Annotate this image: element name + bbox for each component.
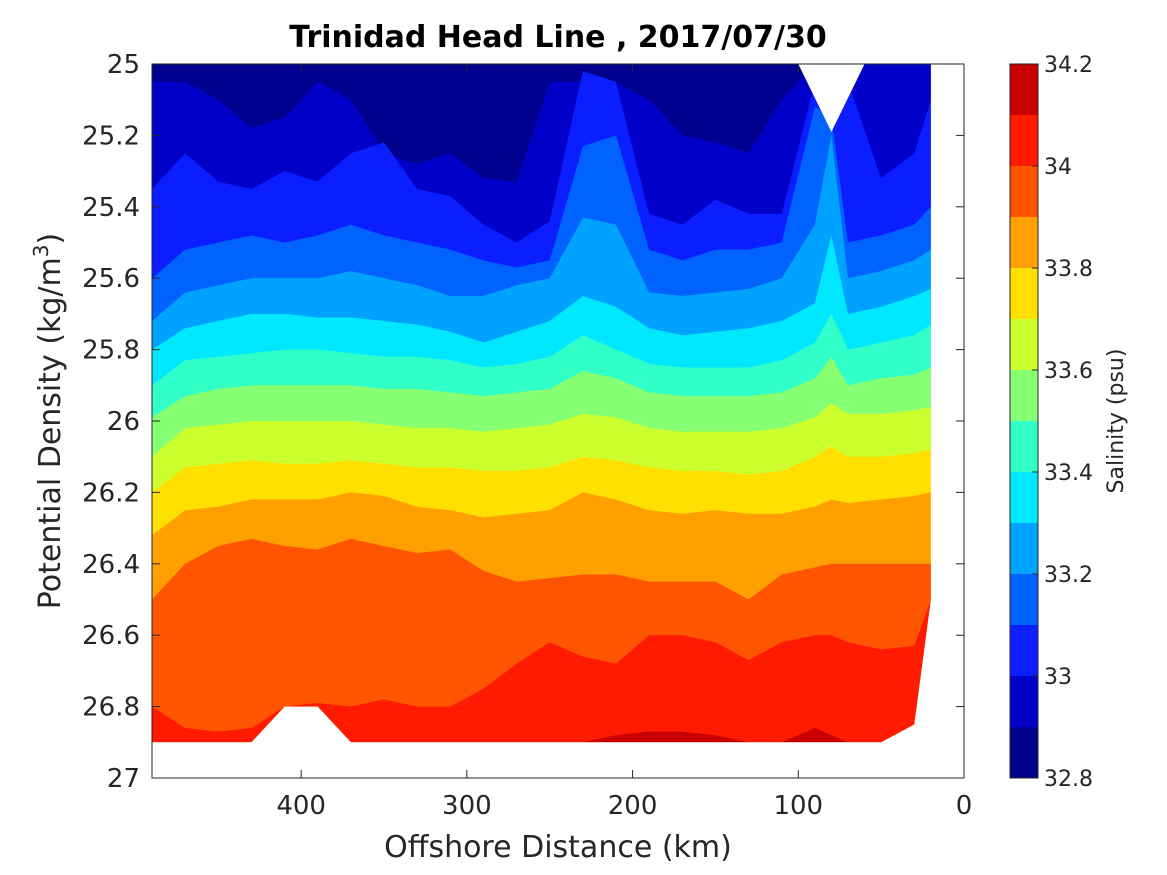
y-axis-label-superscript: 3: [29, 244, 53, 257]
colorbar-swatch: [1010, 64, 1038, 115]
x-axis-label: Offshore Distance (km): [384, 830, 732, 865]
y-tick-label: 25: [107, 50, 140, 80]
chart-title: Trinidad Head Line , 2017/07/30: [289, 20, 826, 55]
y-tick-label: 26.2: [82, 478, 140, 508]
y-tick-label: 26: [107, 407, 140, 437]
x-tick-label: 300: [442, 791, 492, 821]
colorbar: [1010, 64, 1038, 778]
y-tick-label: 26.4: [82, 550, 140, 580]
colorbar-label: Salinity (psu): [1104, 349, 1129, 494]
contour-fill-area: [152, 64, 964, 778]
x-axis: 400 300 200 100 0: [276, 64, 972, 821]
y-tick-label: 25.8: [82, 336, 140, 366]
colorbar-swatch: [1010, 421, 1038, 472]
colorbar-swatch: [1010, 727, 1038, 778]
colorbar-tick-label: 33.8: [1044, 257, 1093, 282]
colorbar-swatch: [1010, 472, 1038, 523]
y-tick-label: 26.8: [82, 693, 140, 723]
y-tick-label: 25.4: [82, 193, 140, 223]
y-tick-label: 27: [107, 764, 140, 794]
x-tick-label: 0: [956, 791, 973, 821]
colorbar-tick-label: 33.6: [1044, 359, 1093, 384]
x-tick-label: 400: [276, 791, 326, 821]
no-data-region-top: [798, 64, 865, 132]
x-tick-label: 100: [773, 791, 823, 821]
contour-band-34.1: [152, 599, 931, 743]
y-axis-label: Potential Density (kg/m3): [29, 233, 68, 609]
colorbar-swatch: [1010, 574, 1038, 625]
y-axis: 25 25.2 25.4 25.6 25.8 26 26.2 26.4 26.6 26.8 27: [82, 50, 964, 794]
y-tick-label: 25.6: [82, 264, 140, 294]
y-axis-label-close: ): [33, 233, 68, 245]
colorbar-swatch: [1010, 115, 1038, 166]
colorbar-swatch: [1010, 166, 1038, 217]
colorbar-swatch: [1010, 625, 1038, 676]
colorbar-axis: 32.8 33 33.2 33.4 33.6 33.8 34 34.2: [1032, 53, 1093, 792]
colorbar-frame: [1009, 63, 1039, 779]
colorbar-swatch: [1010, 370, 1038, 421]
colorbar-tick-label: 34.2: [1044, 53, 1093, 78]
colorbar-tick-label: 34: [1044, 155, 1072, 180]
colorbar-tick-label: 33.4: [1044, 461, 1093, 486]
no-data-region-bottom: [152, 599, 964, 778]
y-axis-label-main: Potential Density (kg/m: [33, 257, 68, 609]
y-tick-label: 26.6: [82, 621, 140, 651]
colorbar-swatch: [1010, 319, 1038, 370]
colorbar-swatch: [1010, 268, 1038, 319]
x-tick-label: 200: [608, 791, 658, 821]
colorbar-swatch: [1010, 217, 1038, 268]
colorbar-tick-label: 33: [1044, 665, 1072, 690]
colorbar-swatch: [1010, 676, 1038, 727]
colorbar-tick-label: 32.8: [1044, 767, 1093, 792]
y-tick-label: 25.2: [82, 121, 140, 151]
colorbar-swatch: [1010, 523, 1038, 574]
colorbar-tick-label: 33.2: [1044, 563, 1093, 588]
